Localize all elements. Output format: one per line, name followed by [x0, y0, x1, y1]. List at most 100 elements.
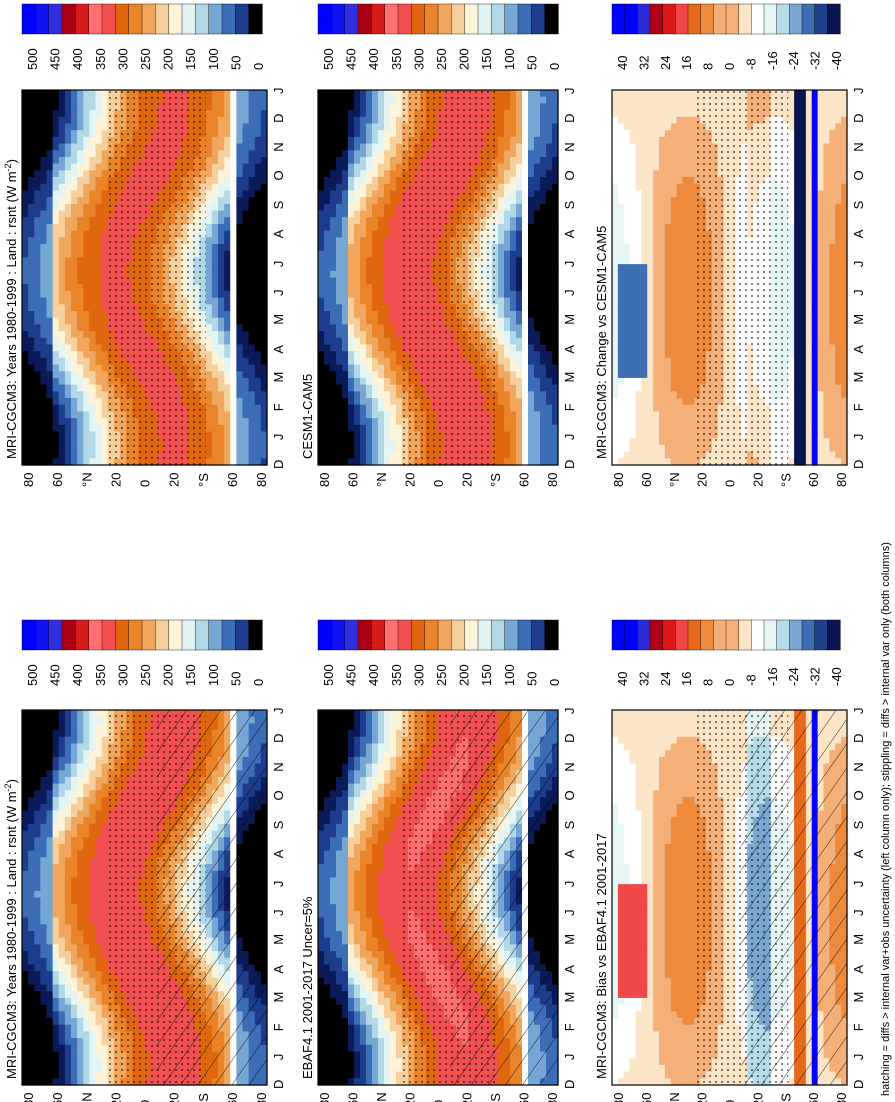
heatmap-cell	[64, 977, 72, 986]
heatmap-cell	[236, 130, 244, 138]
heatmap-cell	[101, 96, 109, 104]
heatmap-cell	[330, 790, 337, 798]
heatmap-cell	[28, 984, 35, 992]
heatmap-cell	[71, 156, 78, 165]
heatmap-cell	[83, 223, 90, 232]
heatmap-cell	[95, 776, 103, 785]
heatmap-cell	[242, 130, 250, 138]
heatmap-cell	[342, 797, 349, 805]
month-tick-label: M	[271, 372, 286, 383]
heatmap-cell	[22, 756, 29, 765]
heatmap-cell	[22, 431, 29, 439]
heatmap-cell	[40, 736, 48, 745]
heatmap-cell	[71, 1078, 78, 1086]
month-tick-label: M	[271, 992, 286, 1003]
heatmap-cell	[318, 1018, 325, 1026]
heatmap-cell	[28, 1051, 35, 1059]
heatmap-cell	[64, 997, 72, 1006]
heatmap-cell	[58, 230, 66, 238]
heatmap-cell	[336, 971, 343, 979]
heatmap-cell	[64, 190, 72, 198]
heatmap-cell	[101, 357, 109, 366]
lat-tick-label: 80	[254, 473, 269, 487]
heatmap-cell	[248, 143, 256, 151]
heatmap-cell	[95, 304, 103, 312]
heatmap-cell	[71, 736, 78, 745]
heatmap-cell	[22, 810, 29, 818]
heatmap-cell	[22, 384, 29, 392]
heatmap-cell	[77, 404, 84, 413]
heatmap-cell	[83, 237, 90, 245]
heatmap-cell	[28, 331, 35, 339]
heatmap-cell	[46, 143, 54, 151]
heatmap-cell	[34, 411, 41, 419]
heatmap-cell	[22, 130, 29, 138]
heatmap-cell	[342, 1018, 349, 1026]
heatmap-cell	[354, 756, 361, 765]
heatmap-cell	[205, 284, 213, 292]
heatmap-cell	[324, 1051, 331, 1059]
heatmap-cell	[205, 371, 213, 379]
heatmap-cell	[28, 770, 35, 778]
heatmap-cell	[330, 870, 337, 879]
heatmap-cell	[52, 203, 60, 212]
heatmap-cell	[248, 317, 256, 325]
heatmap-cell	[58, 750, 66, 758]
heatmap-cell	[101, 250, 109, 259]
heatmap-cell	[101, 223, 109, 232]
heatmap-cell	[236, 110, 244, 118]
heatmap-cell	[230, 317, 237, 325]
heatmap-cell	[28, 930, 35, 939]
heatmap-cell	[34, 710, 41, 718]
heatmap-cell	[354, 897, 361, 905]
heatmap-cell	[211, 398, 219, 406]
heatmap-cell	[77, 770, 84, 778]
heatmap-cell	[330, 957, 337, 966]
heatmap-cell	[101, 170, 109, 178]
heatmap-cell	[348, 870, 355, 879]
heatmap-cell	[52, 183, 60, 192]
heatmap-cell	[342, 1031, 349, 1039]
heatmap-cell	[22, 110, 29, 118]
heatmap-cell	[330, 830, 337, 838]
heatmap-cell	[46, 257, 54, 265]
heatmap-cell	[34, 957, 41, 966]
heatmap-cell	[95, 391, 103, 399]
heatmap-cell	[34, 830, 41, 838]
heatmap-cell	[224, 96, 231, 104]
heatmap-cell	[52, 924, 60, 932]
heatmap-cell	[205, 163, 213, 171]
heatmap-cell	[64, 930, 72, 939]
heatmap-cell	[22, 997, 29, 1006]
heatmap-cell	[236, 116, 244, 125]
heatmap-cell	[40, 411, 48, 419]
heatmap-cell	[101, 857, 109, 865]
heatmap-cell	[71, 257, 78, 265]
heatmap-cell	[224, 183, 231, 192]
heatmap-cell	[101, 850, 109, 858]
heatmap-cell	[324, 1044, 331, 1053]
heatmap-cell	[89, 398, 97, 406]
heatmap-cell	[236, 163, 244, 171]
heatmap-cell	[95, 203, 103, 212]
heatmap-cell	[58, 190, 66, 198]
heatmap-cell	[22, 823, 29, 832]
heatmap-cell	[58, 398, 66, 406]
heatmap-cell	[95, 384, 103, 392]
heatmap-cell	[52, 143, 60, 151]
heatmap-cell	[46, 391, 54, 399]
heatmap-cell	[318, 877, 325, 885]
heatmap-cell	[101, 997, 109, 1006]
heatmap-cell	[254, 451, 262, 459]
heatmap-cell	[260, 351, 268, 359]
heatmap-cell	[22, 96, 29, 104]
panels-group: 8060°N20020°S6080DJFMAMJJASONDJMRI-CGCM3…	[3, 3, 866, 1102]
month-tick-label: D	[271, 460, 286, 469]
heatmap-cell	[101, 917, 109, 925]
heatmap-cell	[71, 723, 78, 731]
heatmap-cell	[242, 197, 250, 205]
heatmap-cell	[28, 431, 35, 439]
heatmap-cell	[324, 884, 331, 892]
heatmap-cell	[254, 384, 262, 392]
heatmap-cell	[242, 123, 250, 131]
